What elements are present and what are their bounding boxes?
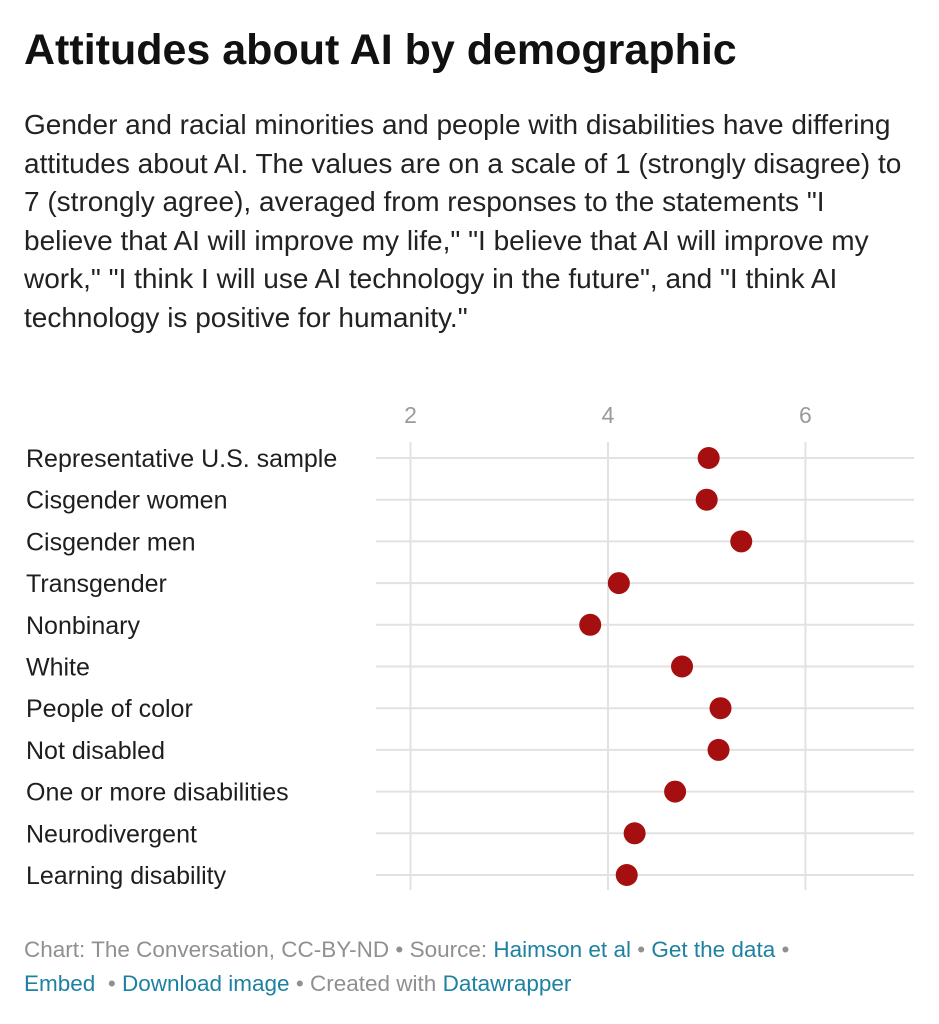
category-label: Learning disability — [26, 862, 227, 890]
footer-separator: • — [395, 937, 404, 962]
download-image-link[interactable]: Download image — [121, 971, 290, 996]
category-label: Cisgender women — [26, 487, 228, 515]
get-data-link[interactable]: Get the data — [651, 937, 776, 962]
data-point — [615, 864, 638, 886]
x-tick-label: 6 — [799, 402, 812, 428]
data-point — [664, 780, 687, 803]
category-label: Transgender — [26, 570, 167, 598]
category-label: White — [26, 654, 90, 682]
category-label: Neurodivergent — [26, 820, 197, 848]
source-link[interactable]: Haimson et al — [493, 937, 631, 962]
category-label: Cisgender men — [26, 528, 196, 556]
data-point — [671, 655, 694, 678]
created-with-label: Created with — [310, 971, 437, 996]
category-label: One or more disabilities — [26, 779, 289, 807]
chart-credit: Chart: The Conversation, CC-BY-ND — [24, 937, 390, 962]
category-label: People of color — [26, 695, 193, 723]
footer-separator: • — [637, 937, 646, 962]
chart-title: Attitudes about AI by demographic — [24, 26, 737, 74]
data-point — [607, 572, 630, 595]
source-prefix: Source: — [409, 937, 488, 962]
datawrapper-link[interactable]: Datawrapper — [442, 971, 572, 996]
dot-plot-chart: 2 4 6 Representative U.S. sample Cisgender w… — [26, 402, 914, 890]
data-point — [623, 822, 646, 845]
x-tick-label: 4 — [602, 402, 615, 428]
data-point — [709, 697, 732, 720]
footer-separator: • — [781, 937, 790, 962]
data-point — [695, 488, 718, 511]
data-point — [579, 613, 602, 636]
chart-description: Gender and racial minorities and people … — [24, 109, 902, 333]
category-label: Representative U.S. sample — [26, 445, 337, 473]
x-tick-label: 2 — [404, 402, 417, 428]
chart-footer: Chart: The Conversation, CC-BY-ND • Sour… — [24, 933, 919, 1001]
data-point — [707, 738, 730, 761]
data-point — [730, 530, 753, 553]
footer-separator: • — [295, 971, 304, 996]
embed-link[interactable]: Embed — [24, 971, 96, 996]
category-label: Nonbinary — [26, 612, 140, 640]
footer-separator: • — [107, 971, 116, 996]
category-label: Not disabled — [26, 737, 165, 765]
data-point — [697, 447, 720, 469]
